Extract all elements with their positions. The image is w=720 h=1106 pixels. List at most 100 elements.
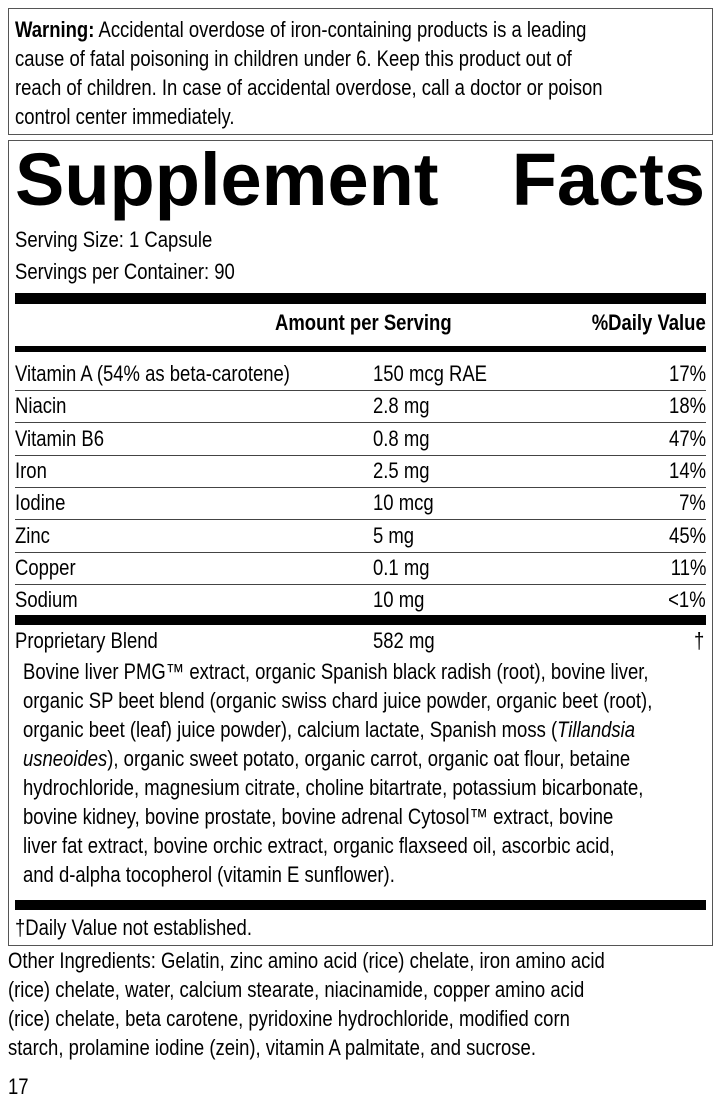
nutrient-daily-value-cell: 14% — [662, 456, 706, 486]
serving-size: Serving Size: 1 Capsule — [15, 227, 213, 252]
row-divider — [15, 486, 706, 488]
nutrient-amount-cell: 2.5 mg — [373, 456, 440, 486]
nutrient-amount: 10 mg — [373, 587, 425, 613]
blend-dagger: † — [693, 628, 704, 653]
nutrient-row: Sodium 10 mg <1% — [9, 585, 712, 617]
italic-term: usneoides — [23, 746, 108, 771]
text-segment: Bovine liver PMG™ extract, organic Spani… — [23, 659, 649, 684]
nutrient-daily-value-cell: 45% — [662, 521, 706, 551]
warning-box: Warning: Accidental overdose of iron-con… — [8, 8, 713, 135]
warning-line-text: Warning: Accidental overdose of iron-con… — [15, 15, 586, 44]
blend-line-text: organic beet (leaf) juice powder), calci… — [23, 715, 635, 744]
facts-title: Supplement Facts — [15, 143, 705, 217]
other-ingredients-line: (rice) chelate, beta carotene, pyridoxin… — [8, 1004, 677, 1033]
nutrient-name: Niacin — [15, 393, 67, 419]
warning-line-text: reach of children. In case of accidental… — [15, 73, 603, 102]
nutrient-daily-value: 47% — [669, 425, 706, 451]
blend-line: liver fat extract, bovine orchic extract… — [23, 831, 720, 860]
nutrient-name-cell: Sodium — [15, 585, 90, 615]
nutrient-amount-cell: 10 mcg — [373, 488, 445, 518]
blend-line-text: usneoides), organic sweet potato, organi… — [23, 744, 630, 773]
title-supplement: Supplement — [15, 138, 439, 221]
text-segment: organic SP beet blend (organic swiss cha… — [23, 688, 653, 713]
italic-term: Tillandsia — [557, 717, 636, 742]
page-number: 17 — [8, 1074, 29, 1099]
nutrient-row: Vitamin B6 0.8 mg 47% — [9, 424, 712, 456]
warning-line: control center immediately. — [15, 102, 276, 131]
nutrient-daily-value: 17% — [669, 361, 706, 386]
servings-per-container: Servings per Container: 90 — [15, 259, 235, 284]
nutrient-daily-value: <1% — [668, 587, 706, 613]
nutrient-daily-value: 14% — [669, 457, 706, 483]
warning-line: cause of fatal poisoning in children und… — [15, 44, 678, 73]
header-daily-value: %Daily Value — [591, 310, 706, 335]
nutrient-name-cell: Iron — [15, 456, 53, 486]
other-ingredients-line-text: (rice) chelate, water, calcium stearate,… — [8, 977, 585, 1002]
blend-line-text: hydrochloride, magnesium citrate, cholin… — [23, 773, 643, 802]
other-ingredients-line: Other Ingredients: Gelatin, zinc amino a… — [8, 946, 718, 975]
blend-line-text: bovine kidney, bovine prostate, bovine a… — [23, 802, 613, 831]
nutrient-row: Copper 0.1 mg 11% — [9, 553, 712, 585]
other-ingredients-line-text: (rice) chelate, beta carotene, pyridoxin… — [8, 1006, 570, 1031]
row-divider — [15, 390, 706, 391]
nutrient-daily-value-cell: 11% — [664, 553, 706, 583]
other-ingredients-line-text: starch, prolamine iodine (zein), vitamin… — [8, 1035, 536, 1060]
nutrient-daily-value: 7% — [679, 490, 706, 516]
nutrient-name: Vitamin A (54% as beta-carotene) — [15, 361, 290, 386]
blend-line: organic beet (leaf) juice powder), calci… — [23, 715, 720, 744]
nutrient-amount: 0.1 mg — [373, 554, 430, 580]
nutrient-amount-cell: 150 mcg RAE — [373, 359, 509, 389]
nutrient-amount: 150 mcg RAE — [373, 361, 488, 386]
nutrient-row: Zinc 5 mg 45% — [9, 521, 712, 553]
text-segment: and d-alpha tocopherol (vitamin E sunflo… — [23, 862, 395, 887]
blend-line: usneoides), organic sweet potato, organi… — [23, 744, 720, 773]
blend-line-text: and d-alpha tocopherol (vitamin E sunflo… — [23, 860, 395, 889]
nutrient-row: Iron 2.5 mg 14% — [9, 456, 712, 488]
blend-line-text: Bovine liver PMG™ extract, organic Spani… — [23, 657, 649, 686]
other-ingredients-line-text: Other Ingredients: Gelatin, zinc amino a… — [8, 948, 605, 973]
nutrient-amount-cell: 2.8 mg — [373, 391, 440, 421]
nutrient-daily-value: 45% — [669, 522, 706, 548]
nutrient-name: Iodine — [15, 490, 66, 516]
footnote-divider — [15, 900, 706, 910]
nutrient-name-cell: Copper — [15, 553, 87, 583]
row-divider — [15, 551, 706, 553]
nutrient-name: Vitamin B6 — [15, 425, 105, 451]
nutrient-amount-cell: 0.1 mg — [373, 553, 440, 583]
nutrient-name: Iron — [15, 457, 47, 483]
row-divider — [15, 454, 706, 456]
nutrient-daily-value-cell: <1% — [661, 585, 706, 615]
blend-name: Proprietary Blend — [15, 628, 158, 653]
nutrient-amount: 10 mcg — [373, 490, 434, 516]
warning-line-content: control center immediately. — [15, 104, 235, 129]
warning-line-content: cause of fatal poisoning in children und… — [15, 46, 572, 71]
blend-line-text: liver fat extract, bovine orchic extract… — [23, 831, 615, 860]
nutrient-amount: 5 mg — [373, 522, 415, 548]
row-divider — [15, 422, 706, 424]
nutrient-amount: 2.5 mg — [373, 457, 430, 483]
blend-line-text: organic SP beet blend (organic swiss cha… — [23, 686, 652, 715]
nutrient-row: Vitamin A (54% as beta-carotene) 150 mcg … — [9, 359, 712, 391]
footnote: †Daily Value not established. — [15, 915, 252, 940]
nutrient-daily-value-cell: 47% — [662, 424, 706, 454]
header-amount: Amount per Serving — [275, 310, 452, 335]
nutrient-amount-cell: 10 mg — [373, 585, 434, 615]
nutrient-daily-value-cell: 7% — [674, 488, 706, 518]
nutrient-amount: 0.8 mg — [373, 425, 430, 451]
title-facts: Facts — [511, 138, 705, 221]
nutrient-amount-cell: 5 mg — [373, 521, 422, 551]
text-segment: liver fat extract, bovine orchic extract… — [23, 833, 615, 858]
nutrient-daily-value: 11% — [670, 554, 706, 580]
nutrient-daily-value-cell: 17% — [662, 359, 706, 389]
text-segment: organic beet (leaf) juice powder), calci… — [23, 717, 558, 742]
header-divider — [15, 346, 706, 352]
supplement-facts-panel: Supplement Facts Serving Size: 1 Capsule… — [8, 140, 713, 946]
thick-divider — [15, 293, 706, 304]
nutrient-name-cell: Vitamin B6 — [15, 424, 121, 454]
blend-line: organic SP beet blend (organic swiss cha… — [23, 686, 720, 715]
warning-line: reach of children. In case of accidental… — [15, 73, 715, 102]
warning-label: Warning: — [15, 17, 95, 42]
nutrient-name-cell: Zinc — [15, 521, 57, 551]
nutrient-name-cell: Niacin — [15, 391, 76, 421]
other-ingredients-line: (rice) chelate, water, calcium stearate,… — [8, 975, 694, 1004]
